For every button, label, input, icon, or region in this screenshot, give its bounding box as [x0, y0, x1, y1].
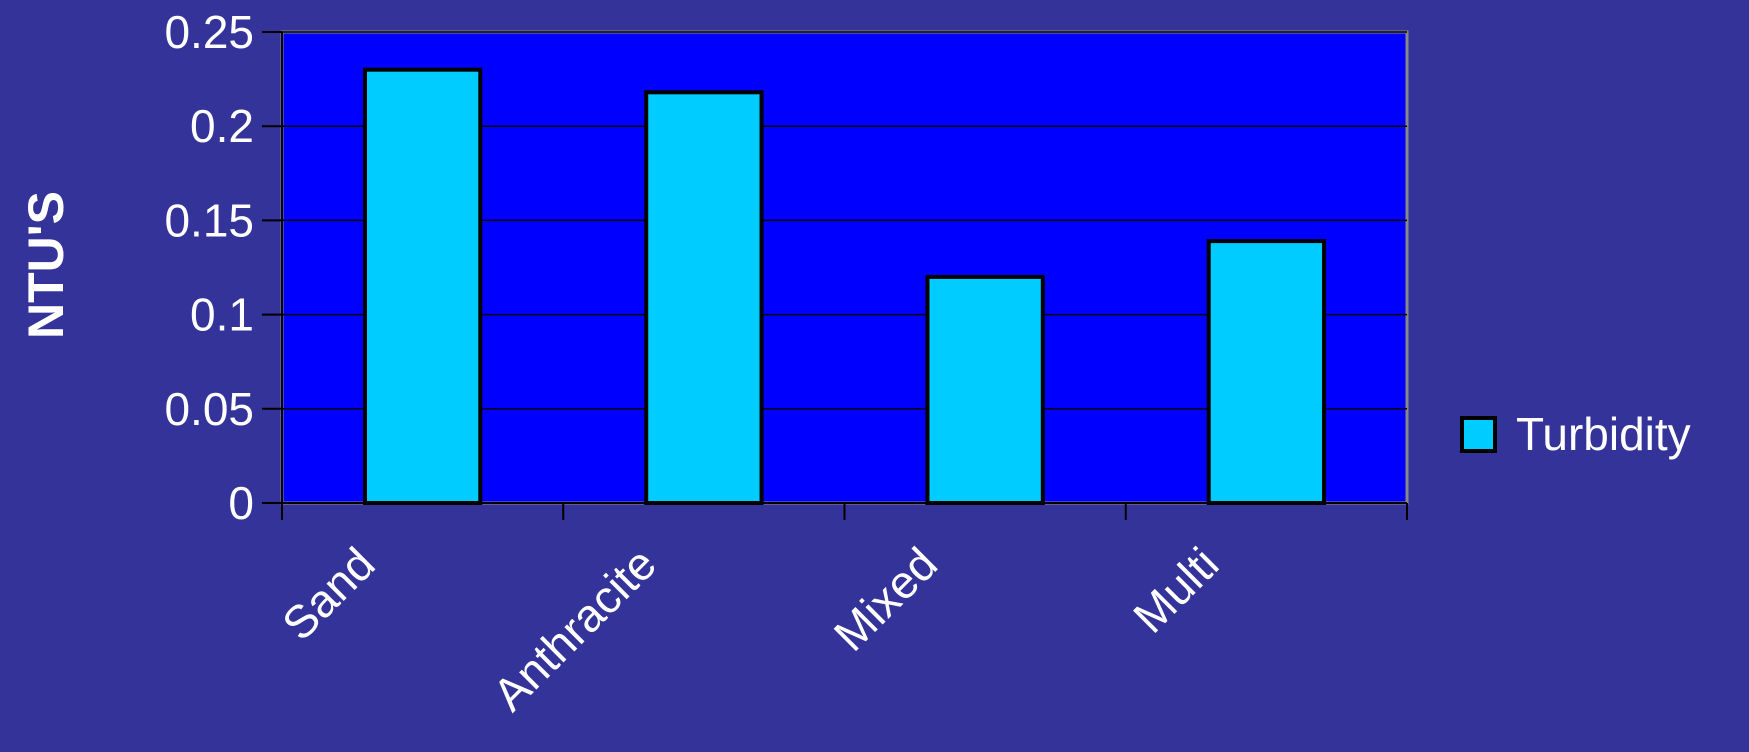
y-tick-label: 0.15	[164, 194, 254, 246]
x-tick-label: Anthracite	[483, 537, 666, 720]
y-tick-label: 0.2	[190, 100, 254, 152]
bar-mixed	[925, 274, 1045, 506]
y-tick-label: 0	[228, 477, 254, 529]
x-tick-label: Sand	[272, 537, 385, 650]
y-tick-labels: 0 0.05 0.1 0.15 0.2 0.25	[164, 6, 254, 529]
legend-swatch	[1460, 416, 1497, 453]
y-tick-label: 0.25	[164, 6, 254, 58]
bar-multi	[1206, 239, 1327, 505]
bar-sand	[362, 67, 483, 506]
legend-label: Turbidity	[1516, 408, 1691, 460]
y-tick-label: 0.1	[190, 289, 254, 341]
x-tick-label: Multi	[1123, 537, 1228, 642]
y-tick-label: 0.05	[164, 383, 254, 435]
x-tick-labels: Sand Anthracite Mixed Multi	[272, 537, 1228, 720]
x-tick-label: Mixed	[824, 537, 948, 661]
y-axis-title: NTU'S	[18, 191, 74, 339]
axes	[262, 31, 1408, 520]
bars	[362, 67, 1327, 506]
legend: Turbidity	[1460, 408, 1691, 460]
bar-anthracite	[644, 90, 764, 506]
